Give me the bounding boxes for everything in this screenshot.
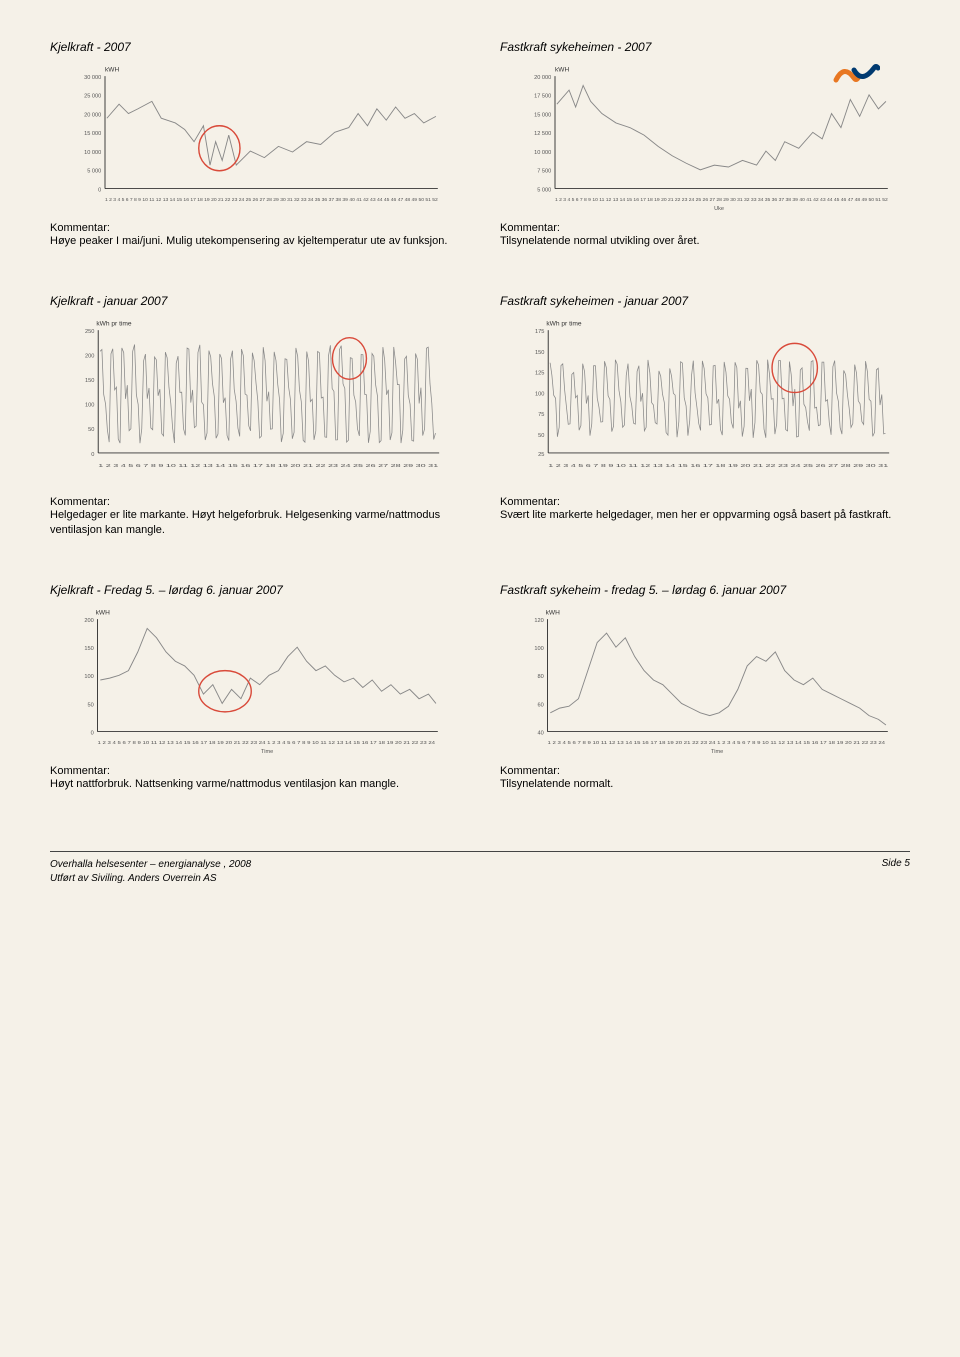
- svg-text:175: 175: [535, 329, 544, 335]
- svg-text:10 000: 10 000: [84, 150, 101, 156]
- y-axis-ticks: 30 000 25 000 20 000 15 000 10 000 5 000…: [84, 75, 101, 194]
- svg-text:0: 0: [91, 730, 94, 736]
- svg-text:50: 50: [538, 433, 544, 439]
- svg-text:120: 120: [534, 617, 543, 623]
- svg-text:25: 25: [538, 452, 544, 458]
- kommentar-text: Høye peaker I mai/juni. Mulig utekompens…: [50, 234, 460, 249]
- x-axis: 1 2 3 4 5 6 7 8 9 10 11 12 13 14 15 16 1…: [105, 197, 438, 202]
- kommentar-label: Kommentar:: [50, 222, 460, 234]
- svg-text:50: 50: [88, 702, 94, 708]
- row-3: Kjelkraft - Fredag 5. – lørdag 6. januar…: [50, 583, 910, 792]
- svg-text:60: 60: [538, 702, 544, 708]
- chart-c4: kWh pr time 175 150 125 100 75 50 25 1 2: [500, 316, 910, 486]
- svg-text:10 000: 10 000: [534, 150, 551, 156]
- y-axis-ticks: 20 000 17 500 15 000 12 500 10 000 7 500…: [534, 75, 551, 194]
- svg-text:100: 100: [534, 646, 543, 652]
- y-axis-ticks: 120 100 80 60 40: [534, 617, 543, 736]
- kommentar-text: Høyt nattforbruk. Nattsenking varme/natt…: [50, 777, 460, 792]
- y-unit: kWH: [105, 66, 119, 73]
- chart-panel-c2: Fastkraft sykeheimen - 2007 kWH 20 000 1…: [500, 40, 910, 249]
- svg-text:5 000: 5 000: [537, 187, 551, 193]
- svg-text:100: 100: [84, 674, 93, 680]
- svg-text:17 500: 17 500: [534, 94, 551, 100]
- svg-text:12 500: 12 500: [534, 131, 551, 137]
- y-unit: kWH: [546, 609, 560, 616]
- y-unit: kWh pr time: [96, 320, 132, 327]
- chart-c1: kWH 30 000 25 000 20 000 15 000 10 000 5…: [50, 62, 460, 212]
- svg-text:5 000: 5 000: [87, 169, 101, 175]
- kommentar-text: Helgedager er lite markante. Høyt helgef…: [50, 508, 460, 538]
- kommentar-label: Kommentar:: [500, 222, 910, 234]
- svg-text:50: 50: [88, 427, 94, 433]
- chart-panel-c5: Kjelkraft - Fredag 5. – lørdag 6. januar…: [50, 583, 460, 792]
- svg-text:125: 125: [535, 370, 544, 376]
- kommentar-text: Tilsynelatende normalt.: [500, 777, 910, 792]
- y-axis-ticks: 250 200 150 100 50 0: [85, 329, 94, 458]
- x-axis: 1 2 3 4 5 6 7 8 9 10 11 12 13 14 15 16 1…: [98, 463, 439, 469]
- chart-title: Kjelkraft - 2007: [50, 40, 460, 54]
- svg-text:20 000: 20 000: [534, 75, 551, 81]
- svg-text:20 000: 20 000: [84, 112, 101, 118]
- row-1: Kjelkraft - 2007 kWH 30 000 25 000 20 00…: [50, 40, 910, 249]
- chart-panel-c3: Kjelkraft - januar 2007 kWh pr time 250 …: [50, 294, 460, 538]
- svg-text:15 000: 15 000: [534, 112, 551, 118]
- chart-panel-c1: Kjelkraft - 2007 kWH 30 000 25 000 20 00…: [50, 40, 460, 249]
- x-axis: 1 2 3 4 5 6 7 8 9 10 11 12 13 14 15 16 1…: [548, 739, 886, 744]
- chart-title: Kjelkraft - januar 2007: [50, 294, 460, 308]
- kommentar-label: Kommentar:: [50, 496, 460, 508]
- y-unit: kWh pr time: [546, 320, 582, 327]
- svg-text:200: 200: [84, 617, 93, 623]
- x-axis: 1 2 3 4 5 6 7 8 9 10 11 12 13 14 15 16 1…: [555, 197, 888, 202]
- svg-text:80: 80: [538, 674, 544, 680]
- kommentar-label: Kommentar:: [500, 765, 910, 777]
- svg-text:100: 100: [85, 403, 94, 409]
- svg-text:150: 150: [85, 378, 94, 384]
- chart-title: Fastkraft sykeheim - fredag 5. – lørdag …: [500, 583, 910, 597]
- y-axis-ticks: 175 150 125 100 75 50 25: [535, 329, 544, 458]
- svg-text:40: 40: [538, 730, 544, 736]
- x-axis: 1 2 3 4 5 6 7 8 9 10 11 12 13 14 15 16 1…: [548, 463, 889, 469]
- chart-c3: kWh pr time 250 200 150 100 50 0 1 2 3 4…: [50, 316, 460, 486]
- footer: Overhalla helsesenter – energianalyse , …: [50, 851, 910, 886]
- y-unit: kWH: [555, 66, 569, 73]
- footer-line-2: Utført av Siviling. Anders Overrein AS: [50, 872, 251, 886]
- chart-panel-c6: Fastkraft sykeheim - fredag 5. – lørdag …: [500, 583, 910, 792]
- x-axis: 1 2 3 4 5 6 7 8 9 10 11 12 13 14 15 16 1…: [98, 739, 436, 744]
- kommentar-text: Tilsynelatende normal utvikling over åre…: [500, 234, 910, 249]
- chart-c5: kWH 200 150 100 50 0 1 2 3 4 5 6 7 8 9 1…: [50, 605, 460, 755]
- svg-text:0: 0: [91, 452, 94, 458]
- svg-text:75: 75: [538, 412, 544, 418]
- x-axis-title: Time: [711, 749, 723, 755]
- chart-c6: kWH 120 100 80 60 40 1 2 3 4 5 6 7 8 9 1…: [500, 605, 910, 755]
- svg-text:15 000: 15 000: [84, 131, 101, 137]
- x-axis-title: Uke: [714, 206, 724, 212]
- chart-title: Fastkraft sykeheimen - januar 2007: [500, 294, 910, 308]
- page: Kjelkraft - 2007 kWH 30 000 25 000 20 00…: [50, 40, 910, 886]
- svg-text:250: 250: [85, 329, 94, 335]
- svg-text:25 000: 25 000: [84, 94, 101, 100]
- kommentar-label: Kommentar:: [500, 496, 910, 508]
- chart-title: Kjelkraft - Fredag 5. – lørdag 6. januar…: [50, 583, 460, 597]
- svg-text:7 500: 7 500: [537, 169, 551, 175]
- y-unit: kWH: [96, 609, 110, 616]
- kommentar-label: Kommentar:: [50, 765, 460, 777]
- chart-c2: kWH 20 000 17 500 15 000 12 500 10 000 7…: [500, 62, 910, 212]
- chart-panel-c4: Fastkraft sykeheimen - januar 2007 kWh p…: [500, 294, 910, 538]
- svg-text:150: 150: [535, 350, 544, 356]
- x-axis-title: Time: [261, 749, 273, 755]
- highlight-circle: [772, 343, 817, 392]
- svg-text:30 000: 30 000: [84, 75, 101, 81]
- highlight-circle: [199, 126, 240, 171]
- svg-text:100: 100: [535, 391, 544, 397]
- kommentar-text: Svært lite markerte helgedager, men her …: [500, 508, 910, 523]
- y-axis-ticks: 200 150 100 50 0: [84, 617, 93, 736]
- svg-text:150: 150: [84, 646, 93, 652]
- footer-page: Side 5: [882, 858, 910, 886]
- svg-text:200: 200: [85, 353, 94, 359]
- row-2: Kjelkraft - januar 2007 kWh pr time 250 …: [50, 294, 910, 538]
- chart-title: Fastkraft sykeheimen - 2007: [500, 40, 910, 54]
- footer-line-1: Overhalla helsesenter – energianalyse , …: [50, 858, 251, 872]
- svg-text:0: 0: [98, 187, 101, 193]
